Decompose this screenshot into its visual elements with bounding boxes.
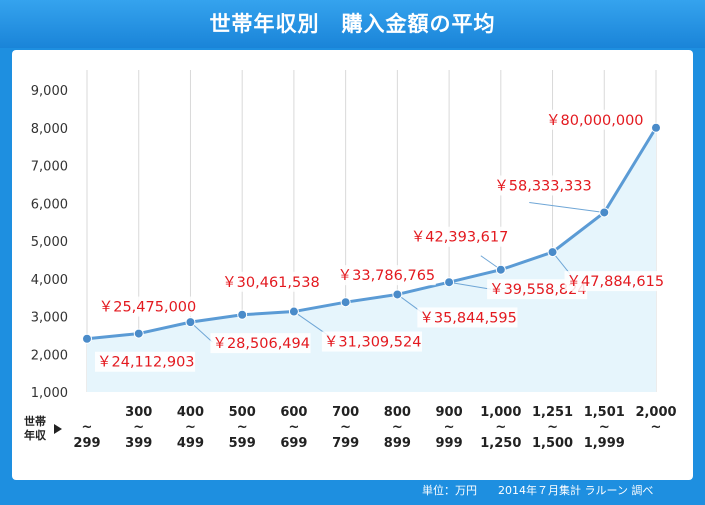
data-point	[237, 309, 248, 320]
x-tick-tilde: ~	[288, 420, 299, 435]
y-tick-label: 4,000	[31, 273, 68, 288]
data-point	[340, 297, 351, 308]
data-label: ￥24,112,903	[97, 355, 195, 371]
data-label: ￥30,461,538	[222, 275, 320, 291]
data-label-bg	[492, 175, 593, 196]
source-note: 2014年７月集計 ラルーン 調べ	[498, 484, 654, 497]
x-axis-arrow-icon	[54, 424, 62, 434]
series-line	[86, 126, 658, 341]
title-bar	[0, 0, 705, 48]
data-point	[547, 247, 558, 258]
data-label-bg	[220, 271, 321, 292]
x-tick-label-bottom: 699	[280, 436, 307, 451]
y-tick-label: 7,000	[31, 160, 68, 175]
y-tick-label: 1,000	[31, 386, 68, 401]
x-axis-labels: ~299300~399400~499500~599600~699700~7998…	[73, 405, 676, 451]
x-tick-label-top: 1,251	[532, 405, 573, 420]
data-label: ￥39,558,824	[489, 282, 587, 298]
x-tick-label-bottom: 1,250	[480, 436, 521, 451]
leader-line	[529, 201, 605, 213]
x-tick-label-top: 2,000	[635, 405, 676, 420]
x-tick-label-bottom: 1,500	[532, 436, 573, 451]
y-tick-label: 2,000	[31, 348, 68, 363]
y-tick-label: 9,000	[31, 84, 68, 99]
data-point	[288, 306, 299, 317]
data-label: ￥58,333,333	[494, 178, 592, 194]
x-tick-label-bottom: 1,999	[584, 436, 625, 451]
data-label-bg	[417, 307, 518, 328]
data-points	[82, 122, 661, 344]
y-tick-label: 3,000	[31, 311, 68, 326]
y-tick-label: 5,000	[31, 235, 68, 250]
x-tick-tilde: ~	[651, 420, 662, 435]
data-label: ￥28,506,494	[212, 336, 310, 352]
x-tick-label-top: 300	[125, 405, 152, 420]
series-line-layer	[86, 126, 658, 341]
data-point	[392, 289, 403, 300]
data-label-bg	[335, 265, 436, 286]
x-axis-title-line1: 世帯	[24, 414, 46, 428]
x-tick-label-top: 1,000	[480, 405, 521, 420]
data-label-bg	[544, 109, 645, 130]
data-point	[133, 328, 144, 339]
data-label-bg	[210, 333, 311, 354]
data-point	[82, 333, 92, 344]
x-tick-tilde: ~	[547, 420, 558, 435]
data-label-bg	[564, 271, 665, 292]
x-tick-label-bottom: 599	[229, 436, 256, 451]
data-label-bg	[321, 331, 423, 352]
x-tick-label-top: 500	[229, 405, 256, 420]
data-label-bg	[487, 279, 588, 300]
data-point	[599, 207, 610, 218]
data-labels: ￥24,112,903 ￥25,475,000 ￥28,506,494 ￥30,461…	[95, 109, 665, 372]
x-tick-tilde: ~	[444, 420, 455, 435]
x-tick-tilde: ~	[133, 420, 144, 435]
x-tick-label-top: 900	[436, 405, 463, 420]
x-tick-label-top: 700	[332, 405, 359, 420]
x-tick-tilde: ~	[82, 420, 93, 435]
x-tick-tilde: ~	[237, 420, 248, 435]
data-point	[185, 317, 196, 328]
x-tick-tilde: ~	[599, 420, 610, 435]
y-axis-labels: 1,000 2,000 3,000 4,000 5,000 6,000 7,000 8,000…	[31, 84, 68, 401]
unit-note: 単位：万円	[422, 484, 477, 497]
x-tick-label-top: 1,501	[584, 405, 625, 420]
data-point	[444, 277, 455, 288]
x-axis-title: 世帯年収	[24, 414, 62, 442]
data-point	[651, 122, 661, 133]
x-axis-title-line2: 年収	[24, 428, 47, 442]
data-label: ￥25,475,000	[99, 300, 197, 316]
y-tick-label: 8,000	[31, 122, 68, 137]
x-tick-label-top: 600	[280, 405, 307, 420]
data-label-bg	[95, 351, 196, 372]
data-point	[495, 264, 506, 275]
data-label-bg	[408, 226, 509, 247]
chart-title: 世帯年収別 購入金額の平均	[209, 12, 496, 36]
x-tick-label-bottom: 999	[436, 436, 463, 451]
x-tick-label-bottom: 299	[73, 436, 100, 451]
data-label: ￥35,844,595	[419, 310, 517, 326]
x-tick-label-top: 800	[384, 405, 411, 420]
data-label: ￥47,884,615	[567, 274, 665, 290]
data-label: ￥42,393,617	[411, 230, 509, 246]
data-label: ￥80,000,000	[546, 113, 644, 129]
data-label-bg	[96, 296, 197, 317]
x-tick-label-bottom: 399	[125, 436, 152, 451]
x-tick-label-bottom: 899	[384, 436, 411, 451]
data-label: ￥33,786,765	[338, 268, 436, 284]
x-tick-tilde: ~	[340, 420, 351, 435]
x-tick-tilde: ~	[495, 420, 506, 435]
x-tick-label-bottom: 799	[332, 436, 359, 451]
x-tick-tilde: ~	[392, 420, 403, 435]
x-tick-label-top: 400	[177, 405, 204, 420]
data-label: ￥31,309,524	[324, 335, 422, 351]
y-tick-label: 6,000	[31, 197, 68, 212]
leader-line	[449, 281, 492, 290]
x-tick-label-bottom: 499	[177, 436, 204, 451]
x-tick-tilde: ~	[185, 420, 196, 435]
